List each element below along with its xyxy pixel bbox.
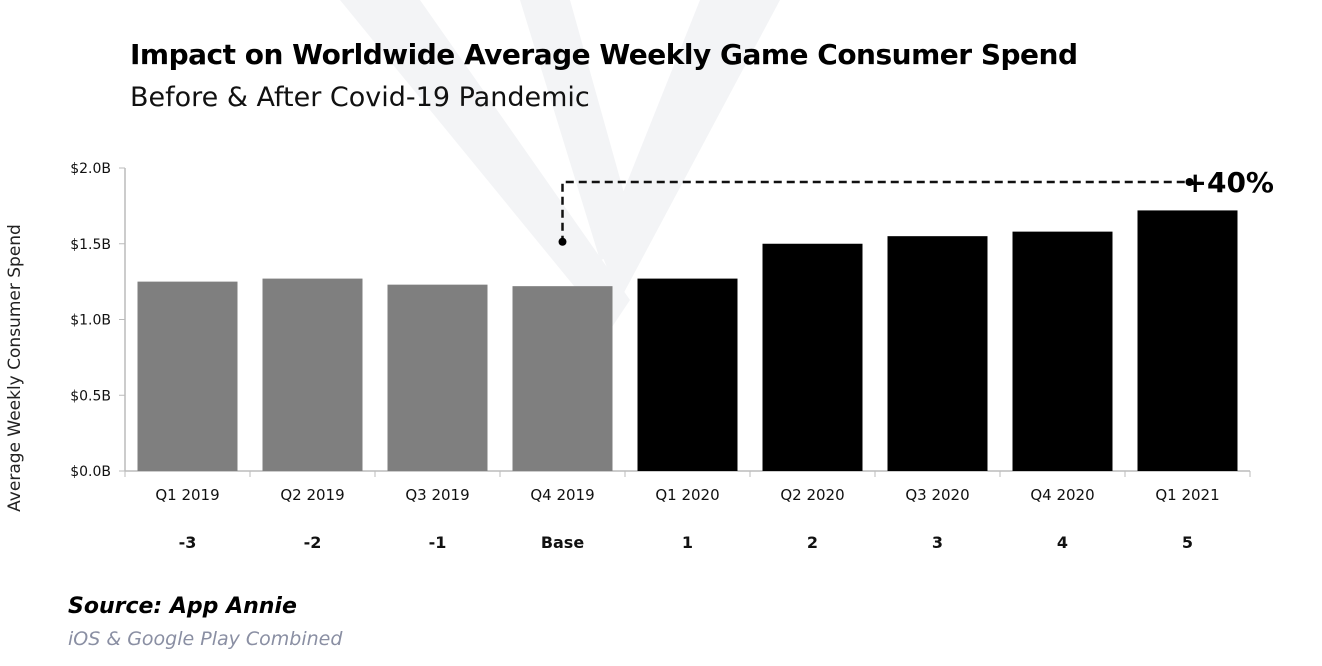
source-label: Source: App Annie bbox=[68, 594, 297, 619]
bar-q1-2019 bbox=[137, 281, 238, 471]
bar-q3-2020 bbox=[887, 236, 988, 471]
x-tick-label: Q3 2019 bbox=[405, 486, 469, 504]
chart-subtitle: Before & After Covid-19 Pandemic bbox=[130, 82, 590, 113]
growth-dashed-line bbox=[561, 180, 1192, 244]
x-tick-label: Q2 2020 bbox=[780, 486, 844, 504]
relative-period-label: 5 bbox=[1182, 533, 1193, 552]
x-tick-label: Q1 2020 bbox=[655, 486, 719, 504]
bar-q2-2019 bbox=[262, 278, 363, 471]
relative-period-label: 1 bbox=[682, 533, 693, 552]
bar-q2-2020 bbox=[762, 243, 863, 471]
y-tick-label: $1.0B bbox=[70, 313, 111, 329]
x-tick-label: Q1 2019 bbox=[155, 486, 219, 504]
bar-q4-2019 bbox=[512, 286, 613, 471]
chart-title: Impact on Worldwide Average Weekly Game … bbox=[130, 38, 1078, 71]
x-tick-label: Q2 2019 bbox=[280, 486, 344, 504]
relative-period-label: -1 bbox=[429, 533, 447, 552]
x-tick-label: Q4 2019 bbox=[530, 486, 594, 504]
y-tick-label: $1.5B bbox=[70, 237, 111, 253]
x-tick-label: Q4 2020 bbox=[1030, 486, 1094, 504]
relative-period-label: 2 bbox=[807, 533, 818, 552]
bar-q1-2021 bbox=[1137, 210, 1238, 472]
x-tick-label: Q1 2021 bbox=[1155, 486, 1219, 504]
start-dot bbox=[558, 237, 567, 246]
x-tick-label: Q3 2020 bbox=[905, 486, 969, 504]
bar-q1-2020 bbox=[637, 278, 738, 471]
relative-period-label: -3 bbox=[179, 533, 197, 552]
relative-period-label: -2 bbox=[304, 533, 322, 552]
y-tick-label: $0.5B bbox=[70, 388, 111, 404]
bar-q3-2019 bbox=[387, 284, 488, 471]
relative-period-label: Base bbox=[541, 533, 585, 552]
relative-period-label: 4 bbox=[1057, 533, 1068, 552]
bar-q4-2020 bbox=[1012, 231, 1113, 471]
end-dot bbox=[1185, 178, 1194, 186]
y-tick-label: $0.0B bbox=[70, 464, 111, 480]
y-tick-label: $2.0B bbox=[70, 161, 111, 177]
growth-annotation: +40% bbox=[1184, 166, 1274, 199]
y-axis-title: Average Weekly Consumer Spend bbox=[5, 224, 25, 512]
relative-period-label: 3 bbox=[932, 533, 943, 552]
watermark-logo bbox=[340, 0, 780, 330]
source-note: iOS & Google Play Combined bbox=[68, 628, 343, 650]
